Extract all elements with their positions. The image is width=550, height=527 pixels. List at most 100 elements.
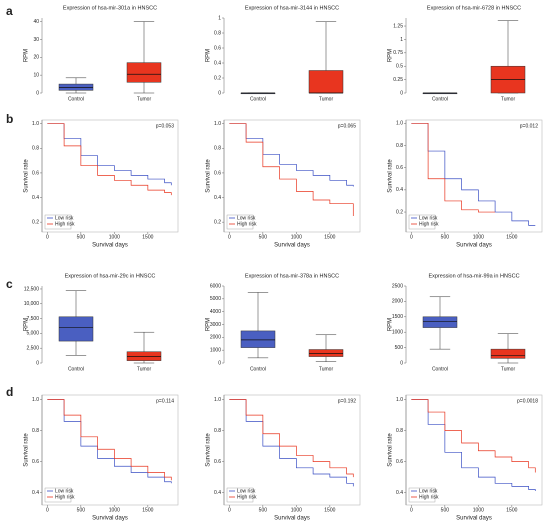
y-tick-label: 1000 — [392, 330, 403, 336]
y-tick-label: 0.8 — [214, 146, 221, 152]
y-tick-label: 0.6 — [214, 459, 221, 465]
y-tick-label: 0 — [218, 90, 221, 96]
y-tick-label: 0 — [400, 90, 403, 96]
x-tick-label: 1500 — [324, 234, 335, 240]
x-tick-label: 0 — [410, 507, 413, 513]
survival-curve — [47, 399, 172, 481]
legend-label: High risk — [55, 221, 75, 227]
y-tick-label: 0.6 — [396, 165, 403, 171]
x-tick-label: Control — [68, 96, 84, 102]
x-tick-label: Control — [68, 366, 84, 372]
x-tick-label: 1000 — [109, 234, 120, 240]
legend-box — [408, 214, 436, 230]
y-tick-label: 40 — [33, 19, 39, 25]
y-tick-label: 0 — [36, 360, 39, 366]
legend-label: Low risk — [55, 215, 74, 221]
y-tick-label: 0.8 — [214, 428, 221, 434]
x-tick-label: 0 — [228, 507, 231, 513]
x-tick-label: Tumor — [137, 96, 152, 102]
legend-label: High risk — [237, 221, 257, 227]
legend-box — [226, 487, 254, 503]
x-axis-label: Survival days — [456, 243, 492, 249]
y-axis-label: Survival rate — [24, 159, 30, 193]
legend-label: Low risk — [55, 488, 74, 494]
y-tick-label: 0.75 — [393, 50, 403, 56]
y-tick-label: 1.0 — [396, 397, 403, 403]
x-tick-label: 1000 — [291, 234, 302, 240]
x-tick-label: Tumor — [501, 96, 516, 102]
box — [308, 70, 344, 94]
x-tick-label: Tumor — [319, 96, 334, 102]
survival-curve — [411, 122, 496, 213]
plot-frame — [223, 394, 361, 506]
survival-curve — [47, 123, 172, 196]
x-tick-label: 1500 — [506, 507, 517, 513]
y-tick-label: 0.8 — [396, 428, 403, 434]
y-tick-label: 5,000 — [26, 331, 39, 337]
y-tick-label: 0.4 — [214, 490, 221, 496]
y-tick-label: 1.0 — [214, 121, 221, 127]
y-tick-label: 0.2 — [396, 209, 403, 215]
legend-box — [44, 487, 72, 503]
y-tick-label: 12,500 — [24, 286, 40, 292]
y-tick-label: 0.8 — [32, 146, 39, 152]
panel-label: c — [6, 277, 13, 291]
panel-label: b — [6, 112, 13, 126]
y-tick-label: 5000 — [210, 296, 221, 302]
x-axis-label: Survival days — [274, 243, 310, 249]
y-tick-label: 3000 — [210, 322, 221, 328]
y-tick-label: 1 — [218, 15, 221, 21]
box — [58, 83, 94, 91]
x-tick-label: Control — [250, 96, 266, 102]
legend-box — [226, 214, 254, 230]
y-tick-label: 7,500 — [26, 316, 39, 322]
legend-label: Low risk — [419, 488, 438, 494]
legend-box — [44, 214, 72, 230]
x-tick-label: Tumor — [137, 366, 152, 372]
y-tick-label: 10 — [33, 72, 39, 78]
y-tick-label: 0.8 — [214, 30, 221, 36]
survival-curve — [411, 399, 536, 492]
x-tick-label: 1500 — [506, 234, 517, 240]
y-tick-label: 0.6 — [32, 170, 39, 176]
y-tick-label: 500 — [395, 345, 404, 351]
survival-curve — [229, 399, 354, 478]
x-tick-label: 1000 — [291, 507, 302, 513]
p-value: p=0.012 — [520, 123, 538, 129]
y-tick-label: 1500 — [392, 314, 403, 320]
y-tick-label: 0.4 — [214, 60, 221, 66]
y-tick-label: 0.2 — [32, 219, 39, 225]
x-tick-label: Control — [250, 366, 266, 372]
y-axis-label: RPM — [388, 49, 394, 62]
x-tick-label: 1000 — [473, 507, 484, 513]
y-tick-label: 0.8 — [396, 143, 403, 149]
x-tick-label: 0 — [228, 234, 231, 240]
legend-label: Low risk — [419, 215, 438, 221]
legend-label: High risk — [55, 494, 75, 500]
y-axis-label: RPM — [24, 49, 30, 62]
x-tick-label: 500 — [259, 507, 268, 513]
y-axis-label: Survival rate — [388, 433, 394, 467]
plot-frame — [41, 394, 179, 506]
legend-label: Low risk — [237, 488, 256, 494]
y-tick-label: 1.0 — [32, 397, 39, 403]
x-tick-label: Tumor — [501, 366, 516, 372]
panel-label: a — [6, 4, 13, 18]
box — [490, 348, 526, 359]
legend-label: High risk — [237, 494, 257, 500]
y-tick-label: 1.25 — [393, 23, 403, 29]
y-tick-label: 0.6 — [32, 459, 39, 465]
chart-title: Expression of hsa-mir-378a in HNSCC — [245, 273, 339, 279]
x-tick-label: Control — [432, 96, 448, 102]
survival-curve — [47, 399, 172, 484]
y-tick-label: 0.4 — [396, 187, 403, 193]
y-tick-label: 4000 — [210, 309, 221, 315]
y-tick-label: 20 — [33, 55, 39, 61]
chart-title: Expression of hsa-mir-3144 in HNSCC — [245, 5, 339, 11]
y-tick-label: 0.6 — [214, 170, 221, 176]
y-axis-label: Survival rate — [206, 159, 212, 193]
p-value: p=0.114 — [156, 398, 174, 404]
y-axis-label: RPM — [388, 318, 394, 331]
y-tick-label: 2500 — [392, 283, 403, 289]
y-tick-label: 0.5 — [396, 64, 403, 70]
